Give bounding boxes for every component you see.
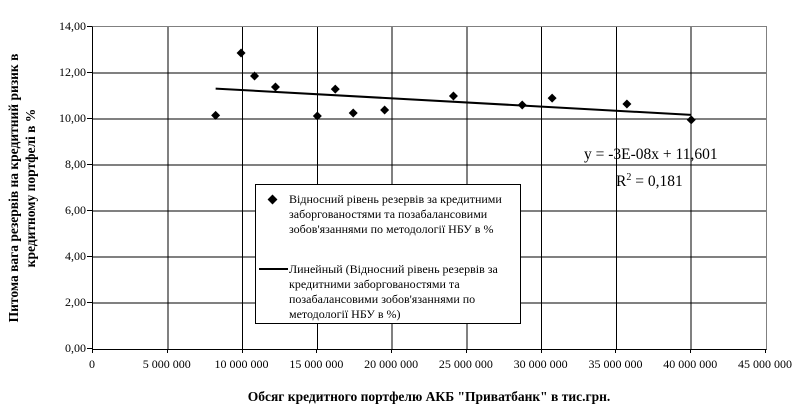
- y-axis-tick: [87, 164, 92, 165]
- y-axis-tick: [87, 118, 92, 119]
- x-axis-title: Обсяг кредитного портфелю АКБ "Приватбан…: [247, 389, 611, 404]
- x-tick-label: 25 000 000: [438, 357, 493, 371]
- legend-entry-trendline: Линейный (Відносний рівень резервів за к…: [256, 262, 514, 322]
- y-axis-tick: [87, 26, 92, 27]
- y-tick-label: 8,00: [65, 157, 86, 171]
- data-point: [250, 71, 260, 81]
- data-point: [448, 91, 458, 101]
- legend: Відносний рівень резервів за кредитними …: [255, 184, 521, 324]
- y-tick-label: 6,00: [65, 203, 86, 217]
- x-axis-tick: [465, 349, 467, 353]
- data-point: [270, 82, 280, 92]
- y-tick-label: 14,00: [59, 19, 86, 33]
- y-axis-tick: [87, 210, 92, 211]
- data-point: [236, 48, 246, 58]
- x-tick-label: 20 000 000: [364, 357, 419, 371]
- x-axis-tick: [241, 349, 243, 353]
- y-axis-tick: [87, 302, 92, 303]
- data-point: [622, 99, 632, 109]
- y-axis-title-line2: кредитному портфелі в %: [23, 108, 38, 268]
- x-tick-label: 40 000 000: [663, 357, 718, 371]
- legend-label-trendline: Линейный (Відносний рівень резервів за к…: [289, 262, 498, 321]
- y-axis-title-line1: Питома вага резервів на кредитний ризик …: [6, 53, 21, 323]
- data-point: [330, 84, 340, 94]
- data-point: [312, 111, 322, 121]
- y-tick-label: 0,00: [65, 341, 86, 355]
- r-squared-base: R: [616, 173, 627, 190]
- x-axis-tick: [166, 349, 168, 353]
- data-point: [348, 108, 358, 118]
- data-point: [686, 115, 696, 125]
- data-point: [211, 110, 221, 120]
- y-tick-label: 2,00: [65, 295, 86, 309]
- x-tick-label: 30 000 000: [513, 357, 568, 371]
- data-point: [380, 105, 390, 115]
- y-axis-tick: [87, 72, 92, 73]
- trendline: [215, 87, 692, 116]
- data-point: [547, 93, 557, 103]
- x-axis-tick: [690, 349, 692, 353]
- x-axis-tick: [540, 349, 542, 353]
- y-tick-label: 12,00: [59, 65, 86, 79]
- legend-label-series: Відносний рівень резервів за кредитними …: [289, 192, 502, 236]
- trendline-equation: y = -3E-08x + 11,601: [584, 146, 718, 163]
- r-squared-rest: = 0,181: [631, 173, 683, 190]
- data-point: [517, 100, 527, 110]
- x-axis-tick: [92, 349, 93, 353]
- x-axis-tick: [316, 349, 318, 353]
- r-squared-value: R2 = 0,181: [616, 171, 683, 191]
- x-tick-label: 15 000 000: [289, 357, 344, 371]
- y-axis-title: Питома вага резервів на кредитний ризик …: [5, 0, 41, 379]
- x-axis-tick: [615, 349, 617, 353]
- x-tick-label: 45 000 000: [738, 357, 792, 371]
- y-tick-label: 10,00: [59, 111, 86, 125]
- x-tick-label: 5 000 000: [142, 357, 191, 371]
- x-tick-label: 0: [89, 357, 95, 371]
- diamond-marker-icon: [267, 194, 278, 205]
- r-squared-sup: 2: [626, 171, 632, 183]
- trendline-marker-icon: [259, 268, 288, 270]
- x-tick-label: 35 000 000: [588, 357, 643, 371]
- y-axis-tick: [87, 348, 92, 349]
- legend-entry-series: Відносний рівень резервів за кредитними …: [256, 192, 514, 237]
- x-tick-label: 10 000 000: [214, 357, 269, 371]
- y-axis-tick: [87, 256, 92, 257]
- x-axis-tick: [391, 349, 393, 353]
- y-tick-label: 4,00: [65, 249, 86, 263]
- x-axis-tick: [765, 349, 766, 353]
